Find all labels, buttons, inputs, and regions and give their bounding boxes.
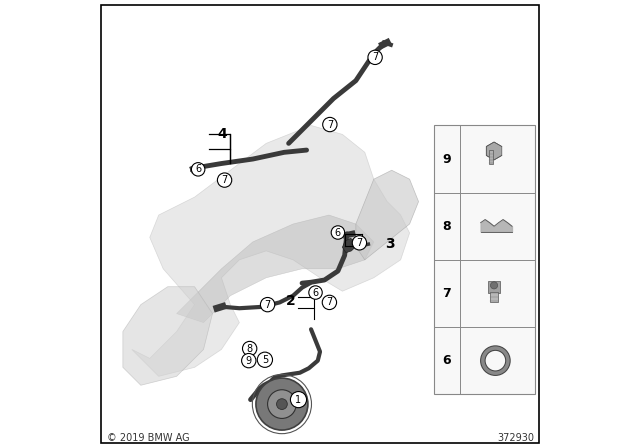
Text: 7: 7 [356,238,362,248]
Polygon shape [177,215,374,323]
Circle shape [256,378,308,430]
Text: © 2019 BMW AG: © 2019 BMW AG [107,433,190,443]
Text: 5: 5 [262,355,268,365]
Circle shape [291,392,307,408]
Circle shape [308,286,323,299]
Text: 8: 8 [442,220,451,233]
Circle shape [323,295,337,310]
Circle shape [257,352,273,367]
Text: 7: 7 [372,52,378,62]
Text: 372930: 372930 [497,433,534,443]
Circle shape [243,341,257,356]
Circle shape [260,297,275,312]
Text: 7: 7 [326,297,333,307]
Polygon shape [356,170,419,260]
Circle shape [218,173,232,187]
Text: 7: 7 [442,287,451,300]
Text: 7: 7 [221,175,228,185]
Polygon shape [123,287,212,385]
Text: 1: 1 [296,395,301,405]
Bar [488,281,500,293]
Text: 9: 9 [246,356,252,366]
Bar [489,150,493,164]
Text: 6: 6 [312,288,319,297]
Circle shape [268,390,296,418]
Bar [191,168,200,171]
Circle shape [368,50,382,65]
Bar [333,231,343,235]
Text: 6: 6 [442,354,451,367]
Text: 9: 9 [442,152,451,166]
Text: 8: 8 [246,344,253,353]
Circle shape [352,236,367,250]
Bar [310,291,319,295]
Circle shape [332,226,344,239]
Polygon shape [342,238,356,253]
Polygon shape [486,142,502,160]
Polygon shape [132,125,410,376]
Text: 6: 6 [335,228,341,237]
Text: 6: 6 [195,164,201,174]
Text: 4: 4 [218,127,227,142]
Bar [435,125,535,394]
Circle shape [241,353,256,368]
Circle shape [323,117,337,132]
Text: 2: 2 [285,294,296,308]
Circle shape [490,282,498,289]
Text: 3: 3 [385,237,395,251]
Bar [490,292,498,302]
Circle shape [276,399,287,409]
Text: 7: 7 [327,120,333,129]
Circle shape [191,163,205,176]
Text: 7: 7 [264,300,271,310]
